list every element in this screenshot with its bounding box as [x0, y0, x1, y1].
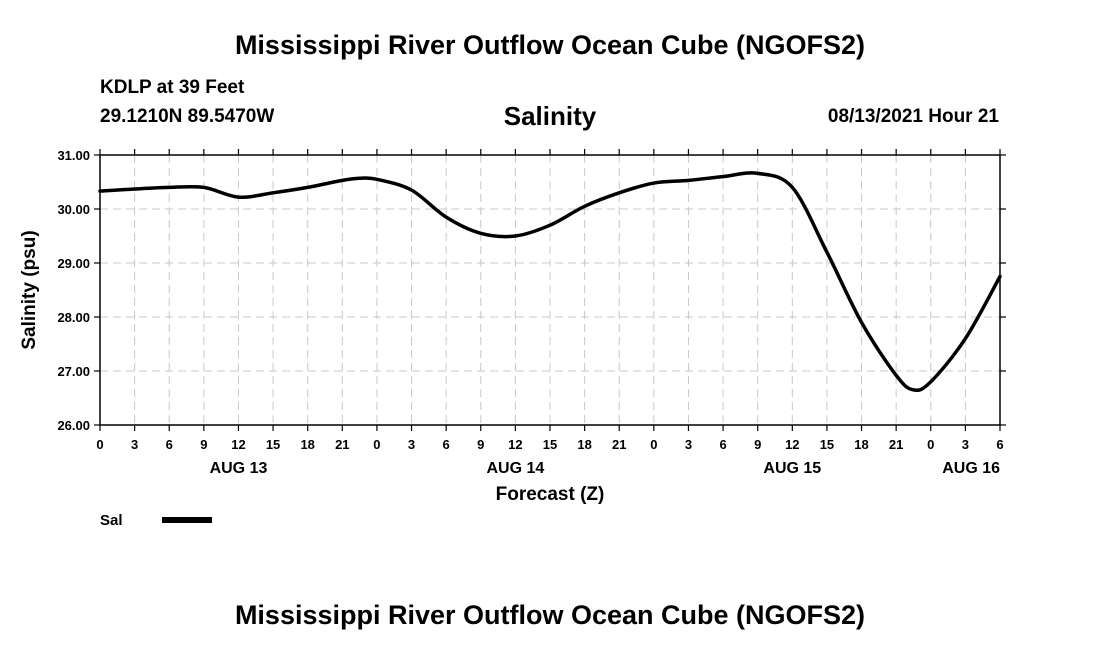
x-axis-label: Forecast (Z) — [496, 484, 605, 505]
x-tick-label: 3 — [131, 437, 138, 452]
forecast-datetime: 08/13/2021 Hour 21 — [827, 106, 999, 127]
x-tick-label: 0 — [96, 437, 103, 452]
x-day-label: AUG 13 — [210, 460, 268, 477]
x-tick-label: 15 — [820, 437, 834, 452]
y-tick-label: 26.00 — [57, 418, 90, 433]
y-tick-label: 27.00 — [57, 364, 90, 379]
series-line-sal — [98, 171, 1002, 393]
x-tick-label: 3 — [685, 437, 692, 452]
y-tick-label: 30.00 — [57, 202, 90, 217]
footer-title: Mississippi River Outflow Ocean Cube (NG… — [234, 600, 866, 630]
axis-ticks — [94, 149, 1006, 431]
x-tick-label: 15 — [266, 437, 280, 452]
y-tick-label: 31.00 — [57, 148, 90, 163]
x-tick-label: 6 — [166, 437, 173, 452]
x-day-label: AUG 15 — [763, 460, 821, 477]
x-tick-label: 21 — [889, 437, 903, 452]
x-tick-label: 18 — [577, 437, 591, 452]
x-tick-label: 21 — [612, 437, 626, 452]
chart-title: Salinity — [503, 101, 597, 131]
grid — [100, 155, 1000, 425]
x-day-label: AUG 14 — [486, 460, 544, 477]
y-tick-label: 28.00 — [57, 310, 90, 325]
x-tick-label: 0 — [373, 437, 380, 452]
page-title: Mississippi River Outflow Ocean Cube (NG… — [234, 30, 866, 60]
x-tick-label: 9 — [200, 437, 207, 452]
x-tick-label: 3 — [962, 437, 969, 452]
axis-labels: 26.00 27.00 28.00 29.00 30.00 31.00 0 3 6 9 12 15 18… — [57, 148, 1003, 477]
x-tick-label: 12 — [785, 437, 799, 452]
x-tick-label: 18 — [854, 437, 868, 452]
x-tick-label: 15 — [543, 437, 557, 452]
series — [98, 171, 1002, 393]
x-tick-label: 0 — [650, 437, 657, 452]
y-tick-label: 29.00 — [57, 256, 90, 271]
x-tick-label: 18 — [300, 437, 314, 452]
x-tick-label: 9 — [754, 437, 761, 452]
x-tick-label: 12 — [508, 437, 522, 452]
y-axis-label: Salinity (psu) — [19, 230, 40, 349]
x-tick-label: 6 — [443, 437, 450, 452]
x-tick-label: 21 — [335, 437, 349, 452]
x-day-label: AUG 16 — [942, 460, 1000, 477]
x-tick-label: 6 — [719, 437, 726, 452]
x-tick-label: 12 — [231, 437, 245, 452]
x-tick-label: 6 — [996, 437, 1003, 452]
station-label: KDLP at 39 Feet — [100, 77, 245, 98]
station-coordinates: 29.1210N 89.5470W — [100, 106, 275, 127]
x-tick-label: 3 — [408, 437, 415, 452]
legend: Sal — [100, 512, 212, 529]
legend-label-sal: Sal — [100, 512, 123, 529]
x-tick-label: 9 — [477, 437, 484, 452]
x-tick-label: 0 — [927, 437, 934, 452]
